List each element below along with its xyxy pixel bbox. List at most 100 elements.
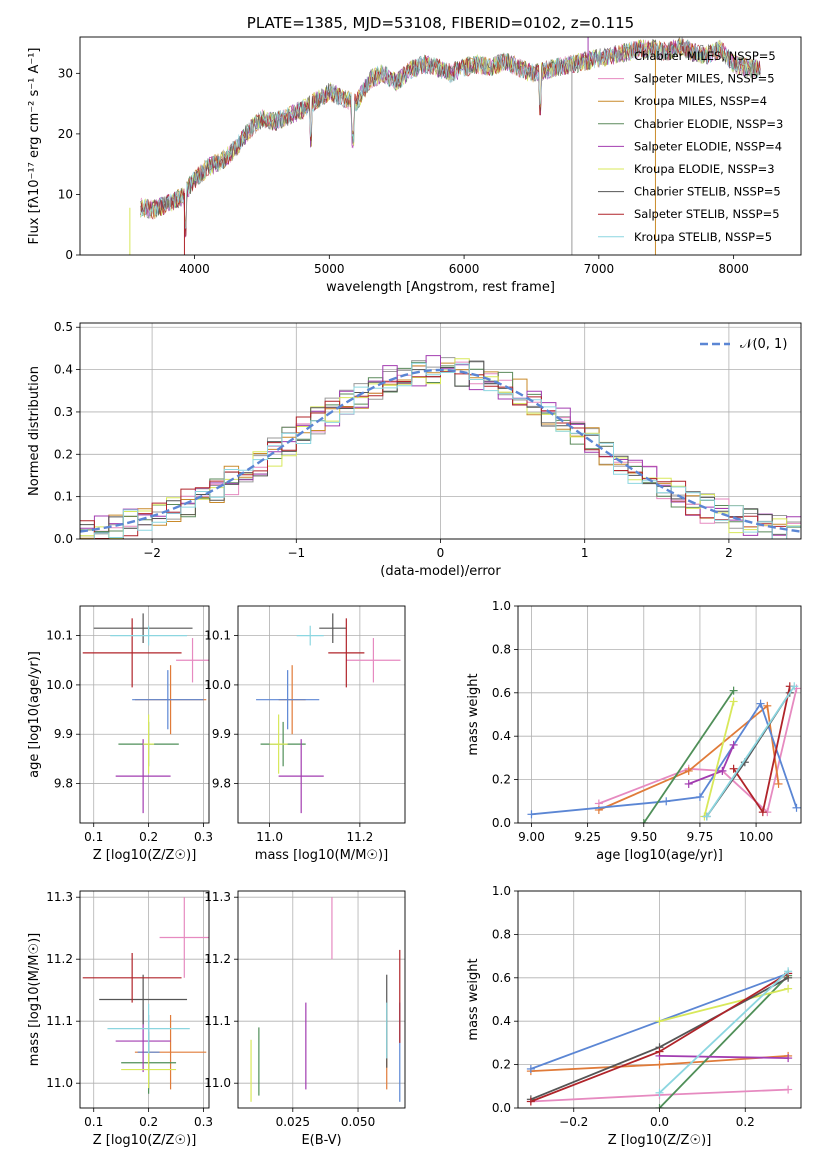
x-axis-label: Z [log10(Z/Z☉)]: [608, 1133, 712, 1148]
normal-curve: [80, 368, 801, 533]
x-axis-label: (data-model)/error: [380, 564, 501, 579]
y-tick-label: 0.8: [492, 927, 511, 941]
y-tick-label: 11.0: [204, 1076, 231, 1090]
spectrum-series-7: [140, 38, 761, 237]
x-axis-label: Z [log10(Z/Z☉)]: [93, 1133, 197, 1148]
panel-5-axes: 0.1 0.2 0.3 11.0 11.1 11.2 11.3 Z [log10(Z/Z☉)]…: [27, 890, 213, 1148]
spectrum-series-6: [140, 37, 761, 232]
y-axis-label: mass weight: [466, 673, 481, 755]
y-tick-label: 0.2: [492, 1058, 511, 1072]
histogram-series-5: [80, 358, 801, 539]
panel-4-frame: [517, 605, 802, 824]
y-tick-label: 0.6: [492, 686, 511, 700]
y-tick-label: 0.6: [492, 971, 511, 985]
x-tick-label: 0.050: [341, 1115, 375, 1129]
y-tick-label: 0.4: [54, 363, 73, 377]
x-axis-label: wavelength [Angstrom, rest frame]: [326, 280, 555, 295]
x-tick-label: −1: [287, 546, 305, 560]
y-tick-label: 0.0: [54, 532, 73, 546]
weight-lines: [527, 682, 801, 823]
y-tick-label: 30: [58, 66, 73, 80]
y-tick-label: 11.3: [46, 890, 73, 904]
errorbars: [256, 613, 401, 814]
y-tick-label: 10.1: [204, 629, 231, 643]
x-tick-label: 2: [725, 546, 733, 560]
histogram-series-8: [80, 362, 801, 539]
legend-entry: Chabrier STELIB, NSSP=5: [634, 185, 781, 199]
x-tick-label: 0.025: [276, 1115, 310, 1129]
x-tick-label: 9.00: [518, 830, 545, 844]
y-tick-label: 11.3: [204, 890, 231, 904]
x-tick-label: 6000: [449, 262, 480, 276]
weight-series-5: [659, 987, 789, 1023]
x-axis-label: Z [log10(Z/Z☉)]: [93, 848, 197, 863]
x-axis-label: age [log10(age/yr)]: [596, 848, 723, 863]
y-axis-label: mass [log10(M/M☉)]: [27, 933, 42, 1066]
y-tick-label: 11.2: [46, 952, 73, 966]
legend-entry: Kroupa ELODIE, NSSP=3: [634, 162, 775, 176]
y-tick-label: 11.1: [204, 1014, 231, 1028]
y-tick-label: 0.5: [54, 320, 73, 334]
panel-2-frame: [79, 605, 210, 824]
y-axis-label: Flux [fλ10⁻¹⁷ erg cm⁻² s⁻¹ A⁻¹]: [27, 48, 42, 245]
errorbars: [82, 613, 209, 814]
legend-entry: Salpeter MILES, NSSP=5: [634, 72, 775, 86]
y-tick-label: 20: [58, 127, 73, 141]
y-tick-label: 11.1: [46, 1014, 73, 1028]
x-axis-label: E(B-V): [301, 1133, 341, 1148]
spectrum-series-8: [140, 39, 761, 230]
x-tick-label: 0.2: [139, 1115, 158, 1129]
panel-1-axes: −2 −1 0 1 2 0.0 0.1 0.2 0.3 0.4 0.5 (data-model)/er…: [27, 320, 801, 579]
panel-4-axes: 9.00 9.25 9.50 9.75 10.00 0.0 0.2 0.4 0.6 0.8 1.0 a…: [466, 599, 801, 863]
weight-series-2: [531, 701, 798, 816]
legend-entry: Kroupa STELIB, NSSP=5: [634, 230, 772, 244]
x-tick-label: −0.2: [559, 1115, 588, 1129]
y-axis-label: Normed distribution: [27, 366, 42, 496]
y-tick-label: 0.0: [492, 1101, 511, 1115]
weight-series-8: [705, 685, 796, 818]
legend-entry: Salpeter STELIB, NSSP=5: [634, 207, 780, 221]
errorbars: [82, 897, 209, 1094]
legend-entry: Salpeter ELODIE, NSSP=4: [634, 139, 782, 153]
x-tick-label: 0.1: [84, 830, 103, 844]
x-tick-label: 0.0: [650, 1115, 669, 1129]
y-tick-label: 0.8: [492, 642, 511, 656]
x-tick-label: 0.1: [84, 1115, 103, 1129]
y-tick-label: 0.1: [54, 490, 73, 504]
y-tick-label: 9.9: [212, 727, 231, 741]
x-tick-label: 0.3: [194, 830, 213, 844]
y-tick-label: 1.0: [492, 884, 511, 898]
weight-series-1: [598, 704, 780, 811]
x-tick-label: 9.25: [574, 830, 601, 844]
spectrum-lines: [129, 37, 761, 255]
histograms: [80, 355, 801, 539]
y-axis-label: age [log10(age/yr)]: [27, 651, 42, 778]
y-tick-label: 10.1: [46, 629, 73, 643]
y-tick-label: 9.8: [54, 777, 73, 791]
weight-lines: [526, 967, 793, 1108]
panel-2-axes: 0.1 0.2 0.3 9.8 9.9 10.0 10.1 Z [log10(Z/Z☉)] ag…: [27, 606, 213, 863]
x-tick-label: 4000: [179, 262, 210, 276]
panel-6-axes: 0.025 0.050 11.0 11.1 11.2 11.3 E(B-V): [204, 890, 405, 1148]
x-tick-label: 0: [437, 546, 445, 560]
x-tick-label: 0.3: [194, 1115, 213, 1129]
errorbars: [250, 897, 401, 1102]
weight-series-5: [703, 701, 735, 817]
y-tick-label: 10.0: [46, 678, 73, 692]
weight-series-3: [658, 974, 789, 1108]
y-tick-label: 0.3: [54, 405, 73, 419]
y-tick-label: 11.0: [46, 1076, 73, 1090]
legend-entry: Kroupa MILES, NSSP=4: [634, 94, 767, 108]
y-tick-label: 1.0: [492, 599, 511, 613]
y-tick-label: 10.0: [204, 678, 231, 692]
legend-entry: Chabrier ELODIE, NSSP=3: [634, 117, 783, 131]
y-tick-label: 0.2: [492, 773, 511, 787]
legend: Chabrier MILES, NSSP=5 Salpeter MILES, NS…: [598, 49, 783, 244]
x-tick-label: 8000: [718, 262, 749, 276]
panel-3-axes: 11.0 11.2 9.8 9.9 10.0 10.1 mass [log10(M/M☉)]: [204, 606, 405, 863]
y-tick-label: 0.2: [54, 447, 73, 461]
legend-entry: 𝒩(0, 1): [740, 337, 787, 352]
x-tick-label: 10.00: [739, 830, 773, 844]
y-tick-label: 0: [65, 248, 73, 262]
y-tick-label: 10: [58, 187, 73, 201]
